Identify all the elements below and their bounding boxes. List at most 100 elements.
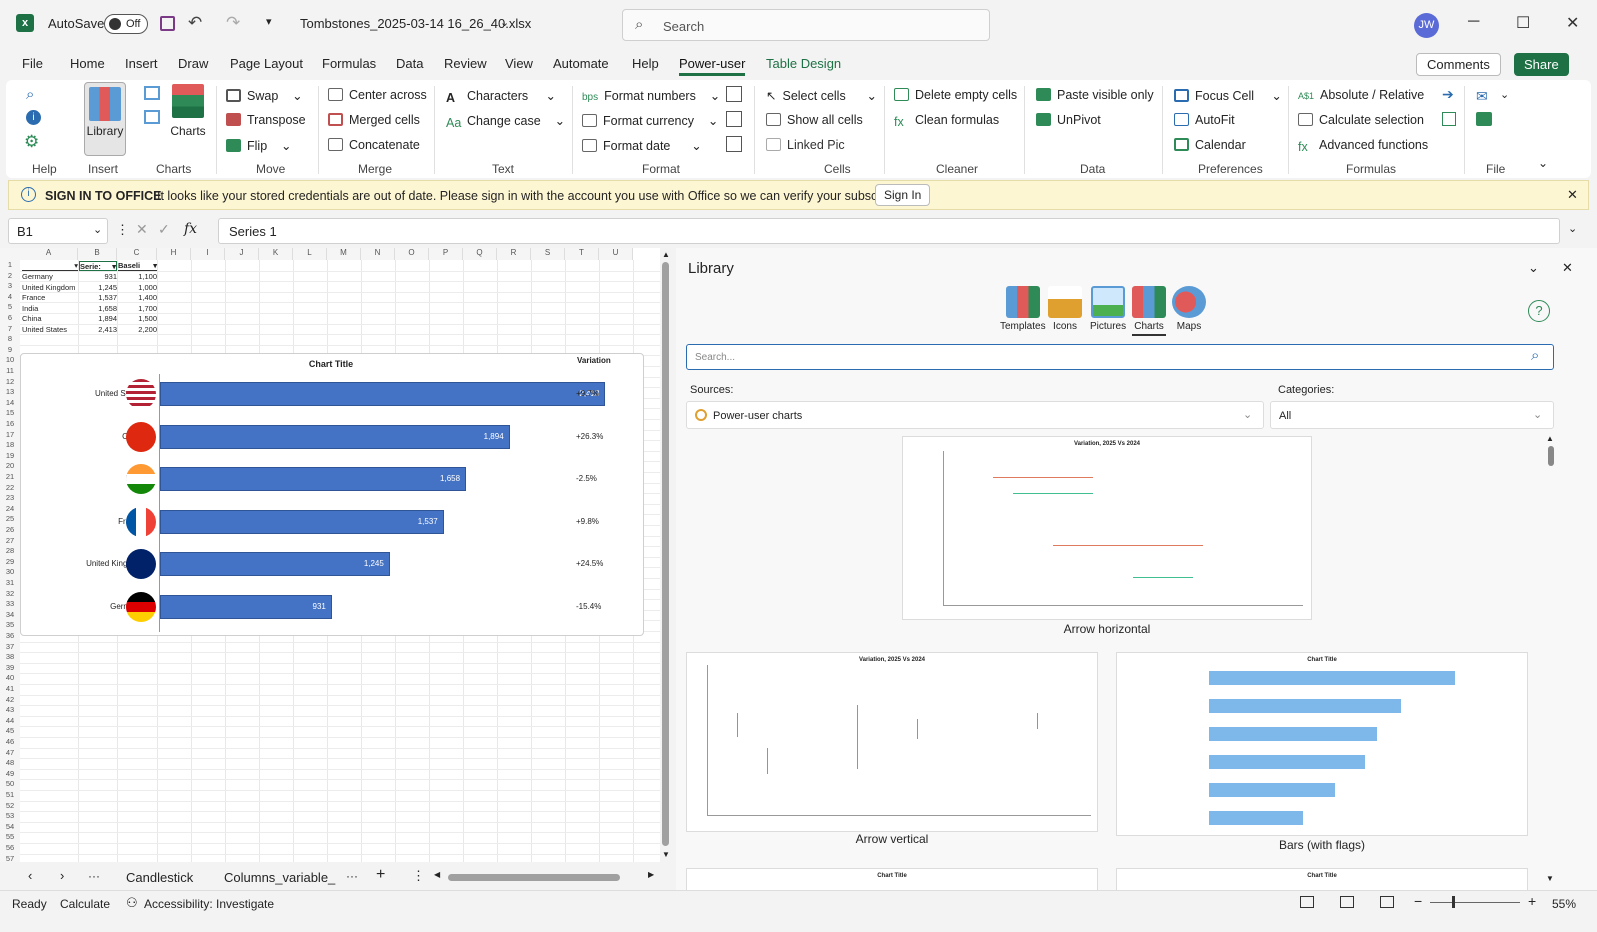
settings-icon[interactable]: ⚙ <box>24 132 40 151</box>
row-header[interactable]: 31 <box>0 578 20 589</box>
expand-formula-icon[interactable]: ⌄ <box>1568 223 1578 235</box>
zoom-level[interactable]: 55% <box>1552 897 1577 911</box>
row-header[interactable]: 42 <box>0 694 20 706</box>
row-header[interactable]: 52 <box>0 800 20 812</box>
charts-button[interactable]: Charts <box>168 84 208 154</box>
tab-help[interactable]: Help <box>632 56 659 71</box>
column-header-k[interactable]: K <box>259 248 293 260</box>
zoom-out-icon[interactable]: − <box>1414 893 1423 909</box>
prev-sheet-icon[interactable]: ‹ <box>28 868 33 883</box>
row-header[interactable]: 49 <box>0 768 20 780</box>
library-button[interactable]: Library <box>84 82 126 156</box>
chart-bar[interactable] <box>160 509 444 534</box>
row-header[interactable]: 22 <box>0 482 20 494</box>
chart-bar[interactable] <box>160 424 510 449</box>
tab-insert[interactable]: Insert <box>125 56 158 71</box>
thumb-arrow-horizontal[interactable]: Variation, 2025 Vs 2024 <box>902 436 1312 620</box>
customize-qat-icon[interactable]: ▾ <box>266 16 272 28</box>
save-icon[interactable] <box>160 16 175 31</box>
focus-cell-button[interactable]: Focus Cell ⌄ <box>1174 88 1282 103</box>
search-ribbon-icon[interactable]: ⌕ <box>26 86 35 103</box>
header-cell-a[interactable]: ▾ <box>22 261 78 271</box>
row-header[interactable]: 50 <box>0 779 20 790</box>
tab-draw[interactable]: Draw <box>178 56 209 71</box>
horizontal-scrollbar[interactable]: ◀ ▶ <box>434 870 655 881</box>
row-header[interactable]: 21 <box>0 472 20 483</box>
table-cell[interactable]: United Kingdom <box>22 282 76 292</box>
accessibility-status[interactable]: Accessibility: Investigate <box>144 897 275 911</box>
zoom-slider[interactable] <box>1430 896 1520 908</box>
row-header[interactable]: 57 <box>0 853 20 865</box>
row-header[interactable]: 40 <box>0 673 20 684</box>
more-options-icon[interactable]: ⋮ <box>116 222 129 237</box>
file-name[interactable]: Tombstones_2025-03-14 16_26_40.xlsx <box>300 16 532 31</box>
row-header[interactable]: 4 <box>0 291 20 303</box>
column-header-j[interactable]: J <box>225 248 259 260</box>
tab-power-user[interactable]: Power-user <box>679 56 746 76</box>
formula-input[interactable]: Series 1 <box>218 218 1560 244</box>
tab-formulas[interactable]: Formulas <box>322 56 377 71</box>
add-sheet-icon[interactable]: + <box>376 866 386 883</box>
concatenate-button[interactable]: Concatenate <box>328 138 420 152</box>
table-cell[interactable]: 2,413 <box>98 325 117 334</box>
mail-icon[interactable]: ✉ <box>1476 88 1488 104</box>
column-header-h[interactable]: H <box>157 248 191 260</box>
row-header[interactable]: 3 <box>0 281 20 292</box>
thumb-next-2[interactable]: Chart Title <box>1116 868 1528 890</box>
tab-table-design[interactable]: Table Design <box>766 56 842 71</box>
column-header-r[interactable]: R <box>497 248 531 260</box>
tab-page-layout[interactable]: Page Layout <box>230 56 304 71</box>
flip-button[interactable]: Flip ⌄ <box>226 138 292 153</box>
close-infobar-icon[interactable]: ✕ <box>1567 187 1578 202</box>
row-header[interactable]: 37 <box>0 641 20 653</box>
row-header[interactable]: 23 <box>0 493 20 504</box>
table-cell[interactable]: 1,000 <box>138 282 157 292</box>
tab-home[interactable]: Home <box>70 56 105 71</box>
format-grid-icon-3[interactable] <box>726 136 742 152</box>
row-header[interactable]: 1 <box>0 260 20 271</box>
row-header[interactable]: 12 <box>0 376 20 388</box>
row-header[interactable]: 48 <box>0 758 20 769</box>
thumb-arrow-vertical[interactable]: Variation, 2025 Vs 2024 <box>686 652 1098 832</box>
swap-button[interactable]: Swap ⌄ <box>226 88 303 103</box>
page-layout-view-icon[interactable] <box>1340 896 1354 908</box>
pane-options-icon[interactable]: ⌄ <box>1528 260 1539 275</box>
row-header[interactable]: 24 <box>0 503 20 515</box>
row-header[interactable]: 7 <box>0 323 20 335</box>
table-cell[interactable]: United States <box>22 325 68 334</box>
file-chevron-icon[interactable]: ⌄ <box>1500 89 1510 101</box>
column-header-p[interactable]: P <box>429 248 463 260</box>
format-grid-icon-1[interactable] <box>726 86 742 102</box>
transpose-button[interactable]: Transpose <box>226 113 306 127</box>
calculate-selection-button[interactable]: Calculate selection <box>1298 113 1424 127</box>
arrow-right-icon[interactable]: ➔ <box>1442 86 1454 102</box>
row-header[interactable]: 5 <box>0 302 20 313</box>
row-header[interactable]: 15 <box>0 408 20 419</box>
row-header[interactable]: 2 <box>0 270 20 282</box>
show-all-cells-button[interactable]: Show all cells <box>766 113 863 127</box>
table-cell[interactable]: 1,537 <box>98 293 117 303</box>
table-cell[interactable]: 1,658 <box>98 303 117 313</box>
library-charts-button[interactable]: Charts <box>1132 286 1166 336</box>
column-header-q[interactable]: Q <box>463 248 497 260</box>
library-maps-button[interactable]: Maps <box>1172 286 1206 332</box>
library-search-input[interactable]: Search... ⌕ <box>686 344 1554 370</box>
advanced-functions-button[interactable]: fx Advanced functions <box>1298 138 1429 154</box>
insert-function-icon[interactable]: fx <box>184 221 198 237</box>
bar-chart[interactable]: Chart Title Variation United States 2,413… <box>20 353 644 636</box>
search-box[interactable]: ⌕ Search <box>622 9 990 41</box>
row-header[interactable]: 9 <box>0 344 20 356</box>
row-header[interactable]: 35 <box>0 620 20 631</box>
tab-review[interactable]: Review <box>444 56 487 71</box>
table-cell[interactable]: 1,700 <box>138 303 157 313</box>
tab-data[interactable]: Data <box>396 56 424 71</box>
vertical-scrollbar[interactable]: ▲ ▼ <box>660 248 672 863</box>
calendar-button[interactable]: Calendar <box>1174 138 1246 152</box>
folder-icon[interactable] <box>1476 112 1492 126</box>
more-sheets-right[interactable]: ··· <box>346 869 358 883</box>
column-header-o[interactable]: O <box>395 248 429 260</box>
column-header-i[interactable]: I <box>191 248 225 260</box>
charts-small-icon-2[interactable] <box>144 110 160 124</box>
help-circle-icon[interactable]: ? <box>1528 300 1550 322</box>
